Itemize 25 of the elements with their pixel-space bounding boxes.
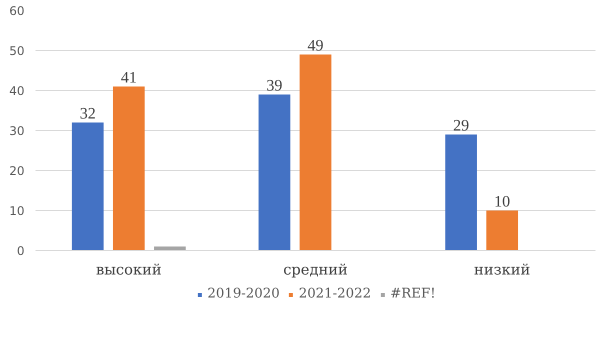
bar <box>112 86 145 250</box>
y-tick-label: 50 <box>9 44 25 58</box>
x-tick-label: средний <box>283 262 348 278</box>
data-label: 29 <box>453 118 470 134</box>
bar <box>486 210 518 250</box>
legend-label: 2021-2022 <box>298 286 372 302</box>
x-tick-label: высокий <box>96 262 162 278</box>
data-label: 41 <box>120 70 137 86</box>
data-label: 49 <box>308 38 324 54</box>
legend-label: 2019-2020 <box>207 286 280 302</box>
x-tick-label: низкий <box>474 262 530 278</box>
y-tick-label: 60 <box>9 4 25 18</box>
y-tick-label: 20 <box>9 164 25 178</box>
y-tick-label: 30 <box>9 124 25 138</box>
bar <box>300 54 332 250</box>
data-label: 32 <box>80 106 96 122</box>
bar <box>72 122 104 250</box>
legend-label: #REF! <box>390 286 436 302</box>
y-tick-label: 0 <box>16 244 25 258</box>
data-label: 39 <box>266 78 282 94</box>
bar <box>258 94 290 250</box>
data-label: 10 <box>494 194 510 210</box>
y-tick-label: 40 <box>9 84 25 98</box>
y-tick-label: 10 <box>9 204 25 218</box>
bar <box>445 134 477 250</box>
